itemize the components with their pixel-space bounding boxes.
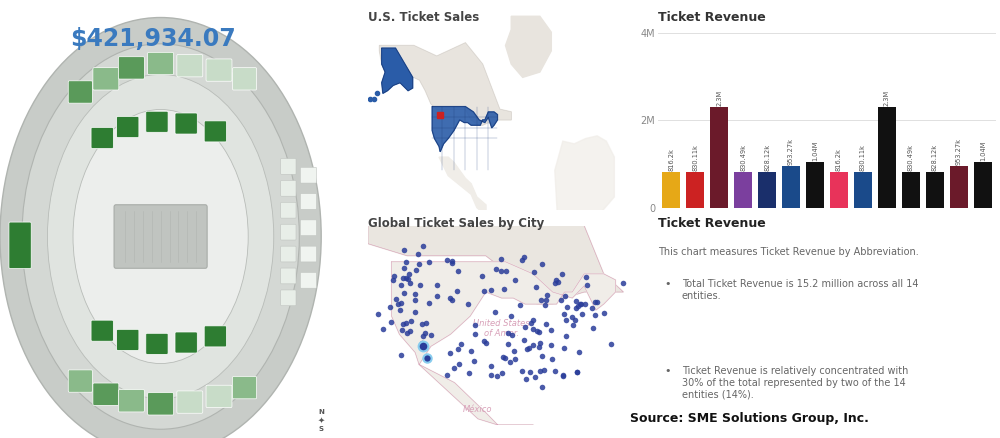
Bar bbox=[710, 107, 728, 208]
Polygon shape bbox=[506, 16, 551, 78]
Bar bbox=[734, 172, 752, 208]
Text: 830.49k: 830.49k bbox=[740, 144, 746, 170]
FancyBboxPatch shape bbox=[281, 202, 296, 218]
FancyBboxPatch shape bbox=[281, 180, 296, 196]
FancyBboxPatch shape bbox=[146, 111, 168, 132]
Text: 816.2k: 816.2k bbox=[668, 148, 674, 171]
FancyBboxPatch shape bbox=[300, 194, 316, 209]
Bar bbox=[854, 172, 872, 208]
Ellipse shape bbox=[47, 74, 274, 399]
FancyBboxPatch shape bbox=[281, 290, 296, 306]
FancyBboxPatch shape bbox=[175, 113, 197, 134]
Text: ✦: ✦ bbox=[318, 416, 325, 425]
Text: 828.12k: 828.12k bbox=[764, 144, 770, 171]
FancyBboxPatch shape bbox=[206, 59, 232, 81]
Text: Total Ticket Revenue is 15.2 million across all 14
entities.: Total Ticket Revenue is 15.2 million acr… bbox=[682, 279, 918, 301]
FancyBboxPatch shape bbox=[117, 117, 139, 138]
Text: United States
of Amer.: United States of Amer. bbox=[473, 318, 530, 338]
Text: 2.3M: 2.3M bbox=[884, 90, 890, 106]
FancyBboxPatch shape bbox=[177, 391, 203, 413]
Text: Global Ticket Sales by City: Global Ticket Sales by City bbox=[368, 217, 544, 230]
FancyBboxPatch shape bbox=[204, 326, 226, 347]
Polygon shape bbox=[379, 43, 511, 125]
Text: •: • bbox=[665, 279, 671, 290]
FancyBboxPatch shape bbox=[9, 222, 31, 268]
FancyBboxPatch shape bbox=[300, 272, 316, 288]
Polygon shape bbox=[432, 106, 497, 152]
FancyBboxPatch shape bbox=[114, 205, 207, 268]
Ellipse shape bbox=[22, 44, 299, 429]
Text: México: México bbox=[463, 405, 493, 414]
Text: N: N bbox=[318, 409, 324, 415]
Bar bbox=[782, 166, 800, 208]
Text: 953.27k: 953.27k bbox=[956, 138, 962, 165]
Ellipse shape bbox=[0, 18, 321, 438]
Text: 830.11k: 830.11k bbox=[860, 144, 866, 170]
FancyBboxPatch shape bbox=[233, 68, 257, 90]
Bar bbox=[806, 162, 824, 208]
FancyBboxPatch shape bbox=[281, 224, 296, 240]
Polygon shape bbox=[382, 48, 413, 93]
FancyBboxPatch shape bbox=[204, 121, 226, 142]
Bar bbox=[950, 166, 968, 208]
FancyBboxPatch shape bbox=[148, 52, 174, 74]
Text: •: • bbox=[665, 366, 671, 376]
Text: $421,934.07: $421,934.07 bbox=[70, 28, 236, 51]
Text: 828.12k: 828.12k bbox=[932, 144, 938, 171]
FancyBboxPatch shape bbox=[177, 54, 203, 77]
Text: 1.04M: 1.04M bbox=[980, 141, 986, 161]
FancyBboxPatch shape bbox=[175, 332, 197, 353]
Text: 830.11k: 830.11k bbox=[692, 144, 698, 170]
Bar bbox=[830, 172, 848, 208]
FancyBboxPatch shape bbox=[300, 167, 316, 183]
FancyBboxPatch shape bbox=[68, 81, 92, 103]
Text: Ticket Revenue: Ticket Revenue bbox=[658, 11, 766, 24]
Text: 953.27k: 953.27k bbox=[788, 138, 794, 165]
FancyBboxPatch shape bbox=[68, 370, 92, 392]
Ellipse shape bbox=[73, 110, 248, 364]
Text: S: S bbox=[319, 427, 324, 432]
Bar bbox=[902, 172, 920, 208]
Polygon shape bbox=[368, 226, 623, 304]
Polygon shape bbox=[392, 262, 616, 364]
FancyBboxPatch shape bbox=[206, 385, 232, 407]
Text: 830.49k: 830.49k bbox=[908, 144, 914, 170]
Text: Ticket Revenue is relatively concentrated with
30% of the total represented by t: Ticket Revenue is relatively concentrate… bbox=[682, 366, 908, 399]
Text: 816.2k: 816.2k bbox=[836, 148, 842, 171]
Polygon shape bbox=[419, 364, 545, 438]
FancyBboxPatch shape bbox=[118, 57, 144, 79]
Text: U.S. Ticket Sales: U.S. Ticket Sales bbox=[368, 11, 479, 24]
FancyBboxPatch shape bbox=[300, 220, 316, 236]
Bar bbox=[686, 172, 704, 208]
Polygon shape bbox=[439, 157, 486, 215]
Text: This chart measures Ticket Revenue by Abbreviation.: This chart measures Ticket Revenue by Ab… bbox=[658, 247, 919, 257]
FancyBboxPatch shape bbox=[300, 246, 316, 262]
FancyBboxPatch shape bbox=[91, 127, 113, 148]
Text: 1.04M: 1.04M bbox=[812, 141, 818, 161]
FancyBboxPatch shape bbox=[233, 377, 257, 399]
FancyBboxPatch shape bbox=[281, 246, 296, 262]
Polygon shape bbox=[555, 136, 614, 223]
Text: Source: SME Solutions Group, Inc.: Source: SME Solutions Group, Inc. bbox=[630, 412, 869, 425]
FancyBboxPatch shape bbox=[91, 320, 113, 341]
FancyBboxPatch shape bbox=[281, 159, 296, 174]
Text: 2.3M: 2.3M bbox=[716, 90, 722, 106]
FancyBboxPatch shape bbox=[148, 392, 174, 415]
FancyBboxPatch shape bbox=[93, 383, 119, 406]
Bar bbox=[974, 162, 992, 208]
Bar bbox=[758, 172, 776, 208]
FancyBboxPatch shape bbox=[118, 390, 144, 412]
FancyBboxPatch shape bbox=[93, 68, 119, 90]
Bar bbox=[878, 107, 896, 208]
FancyBboxPatch shape bbox=[146, 333, 168, 354]
FancyBboxPatch shape bbox=[117, 329, 139, 350]
Text: Ticket Revenue: Ticket Revenue bbox=[658, 217, 766, 230]
FancyBboxPatch shape bbox=[281, 268, 296, 284]
Bar bbox=[926, 172, 944, 208]
Bar bbox=[662, 172, 680, 208]
